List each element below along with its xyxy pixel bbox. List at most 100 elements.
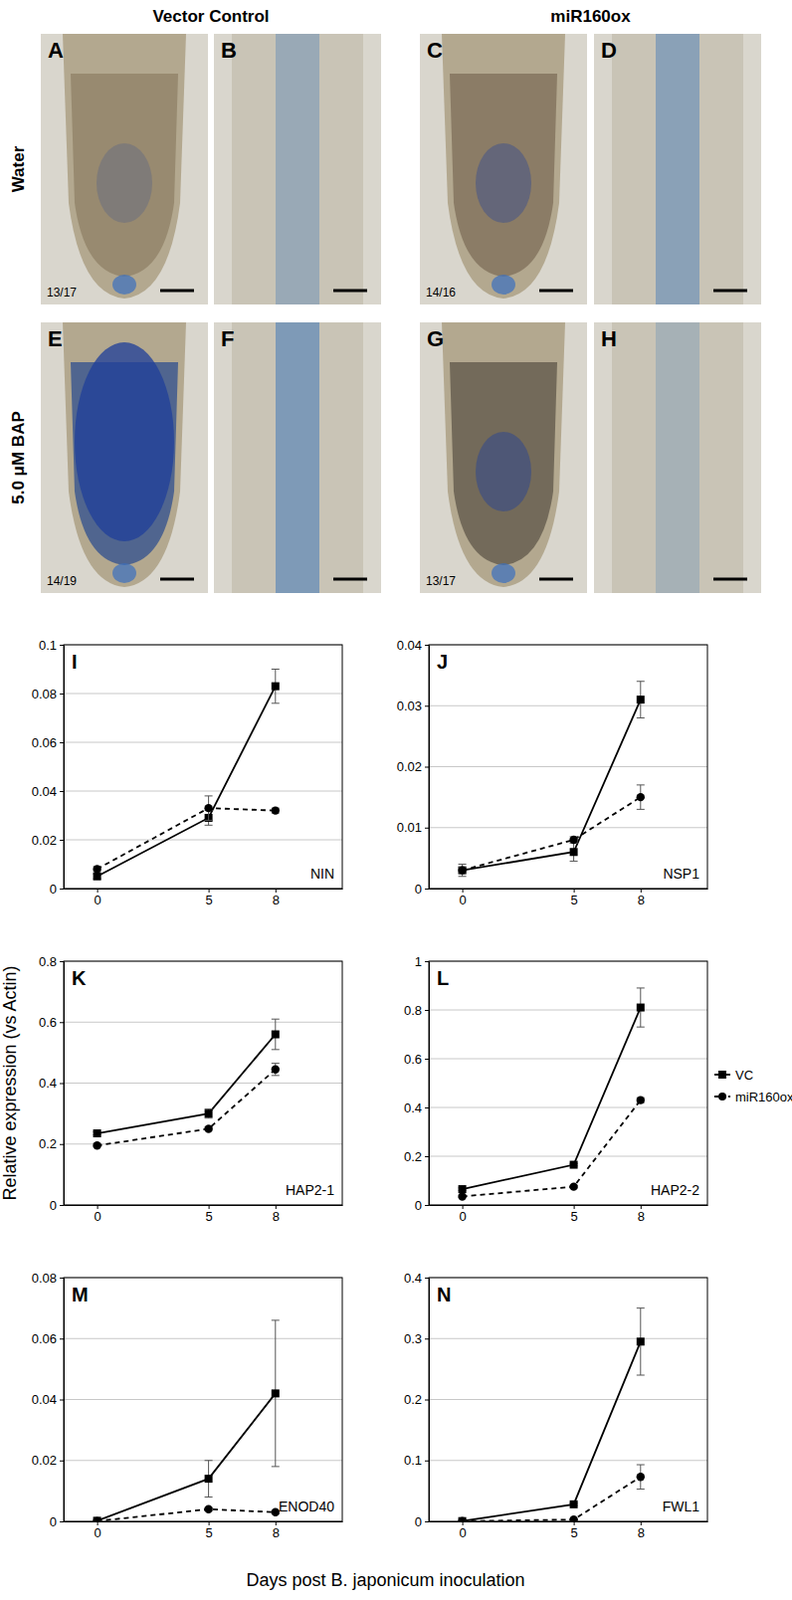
grid-line — [428, 826, 708, 828]
image-panel: A13/17 — [40, 33, 208, 305]
y-tick-label: 0.4 — [403, 1270, 422, 1286]
error-cap — [204, 1496, 213, 1498]
error-bar — [271, 1018, 280, 1050]
chart-title: FWL1 — [662, 1498, 701, 1515]
scale-bar — [713, 289, 748, 293]
data-point — [457, 865, 466, 874]
panel-background — [594, 322, 762, 594]
error-cap — [271, 1319, 280, 1321]
data-point — [93, 1129, 102, 1138]
error-cap — [458, 863, 467, 865]
data-point — [457, 1191, 466, 1200]
error-bar — [636, 681, 645, 719]
scale-bar — [160, 289, 195, 293]
y-tick-label: 0.2 — [38, 1136, 57, 1152]
root-tip — [62, 33, 187, 299]
y-tick-label: 0.2 — [403, 1391, 422, 1407]
image-panel: B — [213, 33, 382, 305]
data-point — [271, 682, 280, 691]
error-bar — [271, 1063, 280, 1076]
plot-area — [457, 988, 645, 1201]
panel-letter: E — [47, 326, 63, 352]
data-point — [570, 1161, 579, 1170]
plot-area — [457, 1308, 645, 1522]
y-tick-mark — [59, 791, 64, 792]
data-point — [203, 1124, 212, 1133]
y-tick: 0 — [414, 1514, 429, 1530]
chart-title: HAP2-1 — [285, 1182, 335, 1198]
x-tick: 0 — [93, 1521, 101, 1541]
y-tick-mark — [424, 1338, 429, 1340]
panel-letter: N — [436, 1283, 451, 1306]
y-tick: 0.02 — [31, 832, 64, 848]
y-tick: 0.4 — [38, 1075, 64, 1091]
y-axis-line — [63, 1278, 65, 1523]
y-tick: 0.4 — [403, 1270, 429, 1286]
y-tick-label: 0.04 — [31, 1391, 57, 1407]
x-tick: 0 — [93, 888, 101, 908]
y-axis: 00.020.040.060.08 — [31, 1270, 65, 1530]
error-bar — [204, 795, 213, 821]
y-tick: 0.2 — [403, 1391, 429, 1407]
error-cap — [636, 987, 645, 989]
y-tick-label: 0.1 — [403, 1452, 422, 1468]
y-tick-label: 0 — [49, 1514, 57, 1530]
count-label: 14/19 — [46, 574, 77, 589]
scale-bar — [539, 578, 574, 582]
panel-letter: H — [600, 326, 617, 352]
data-point — [271, 805, 280, 814]
y-tick: 0.2 — [38, 1136, 64, 1152]
grid-line — [428, 1107, 708, 1109]
chart-title: NSP1 — [662, 865, 700, 882]
error-cap — [636, 784, 645, 786]
error-cap — [636, 1375, 645, 1377]
series-line — [462, 1476, 641, 1522]
image-panel: F — [213, 322, 382, 594]
x-axis: 058 — [429, 1521, 709, 1541]
legend-marker — [718, 1070, 727, 1079]
tip-stain — [491, 274, 516, 295]
x-tick-label: 0 — [93, 1525, 101, 1541]
root-stain — [449, 362, 558, 566]
y-tick-label: 0.08 — [31, 686, 57, 702]
x-tick: 8 — [637, 1521, 645, 1541]
panel-background — [594, 33, 762, 305]
y-tick: 0 — [414, 881, 429, 897]
y-tick-label: 0.02 — [396, 759, 422, 775]
error-cap — [271, 1062, 280, 1064]
y-tick-mark — [424, 888, 429, 890]
error-cap — [636, 717, 645, 719]
figure: Vector ControlmiR160oxWater5.0 μM BAPA13… — [0, 0, 792, 1600]
plot-frame — [63, 961, 343, 1205]
error-bar — [271, 669, 280, 704]
grid-line — [63, 1338, 343, 1340]
data-point — [636, 1472, 645, 1481]
data-point — [569, 1515, 578, 1522]
error-bar — [570, 842, 579, 861]
y-tick: 1 — [414, 954, 429, 970]
x-tick: 5 — [204, 1204, 212, 1224]
data-point — [203, 1505, 212, 1514]
count-label: 13/17 — [425, 574, 456, 589]
y-tick: 0.02 — [396, 759, 429, 775]
y-tick-label: 0 — [414, 881, 422, 897]
error-bar — [636, 1308, 645, 1376]
error-bar — [636, 1464, 645, 1490]
data-point — [93, 1516, 102, 1522]
error-cap — [636, 680, 645, 682]
panel-background — [419, 322, 588, 594]
scale-bar — [539, 289, 574, 293]
blue-stain — [475, 431, 532, 512]
grid-line — [428, 766, 708, 768]
panel-letter: F — [220, 326, 234, 352]
x-tick-label: 0 — [458, 892, 466, 908]
y-axis-line — [428, 645, 430, 890]
series-line — [462, 1007, 641, 1190]
root-tip — [441, 322, 566, 588]
x-axis: 058 — [429, 888, 709, 908]
plot-frame — [428, 1277, 708, 1522]
y-tick: 0 — [49, 881, 64, 897]
legend: VCmiR160ox — [714, 1067, 792, 1105]
panel-letter: G — [426, 326, 444, 352]
y-tick-label: 0.06 — [31, 1331, 57, 1347]
